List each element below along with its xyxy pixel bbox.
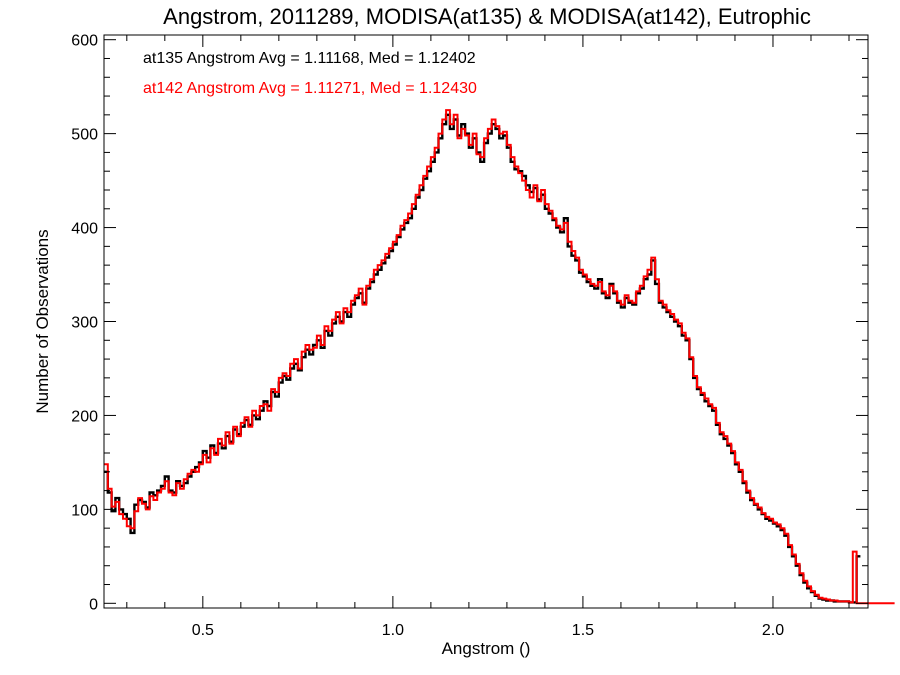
y-tick-label: 100 (71, 502, 98, 519)
annotation-at142: at142 Angstrom Avg = 1.11271, Med = 1.12… (143, 80, 477, 97)
plot-frame (103, 34, 869, 609)
x-tick-label: 0.5 (192, 622, 214, 639)
series-at142-line (104, 109, 895, 605)
x-tick-label: 2.0 (762, 622, 784, 639)
axis-ticks: 0.5 1.0 1.5 2.0 0 100 200 300 400 500 600 (71, 33, 868, 639)
y-tick-label: 500 (71, 127, 98, 144)
x-tick-label: 1.5 (572, 622, 594, 639)
plot-area (104, 109, 895, 605)
x-tick-label: 1.0 (382, 622, 404, 639)
series-at135-line (104, 113, 861, 604)
y-tick-label: 200 (71, 408, 98, 425)
y-tick-label: 0 (89, 596, 98, 613)
chart-title: Angstrom, 2011289, MODISA(at135) & MODIS… (163, 4, 811, 29)
annotation-at135: at135 Angstrom Avg = 1.11168, Med = 1.12… (143, 50, 476, 67)
y-axis-label: Number of Observations (33, 229, 52, 413)
y-tick-label: 300 (71, 315, 98, 332)
y-tick-label: 400 (71, 221, 98, 238)
x-axis-label: Angstrom () (442, 639, 531, 658)
y-tick-label: 600 (71, 33, 98, 50)
